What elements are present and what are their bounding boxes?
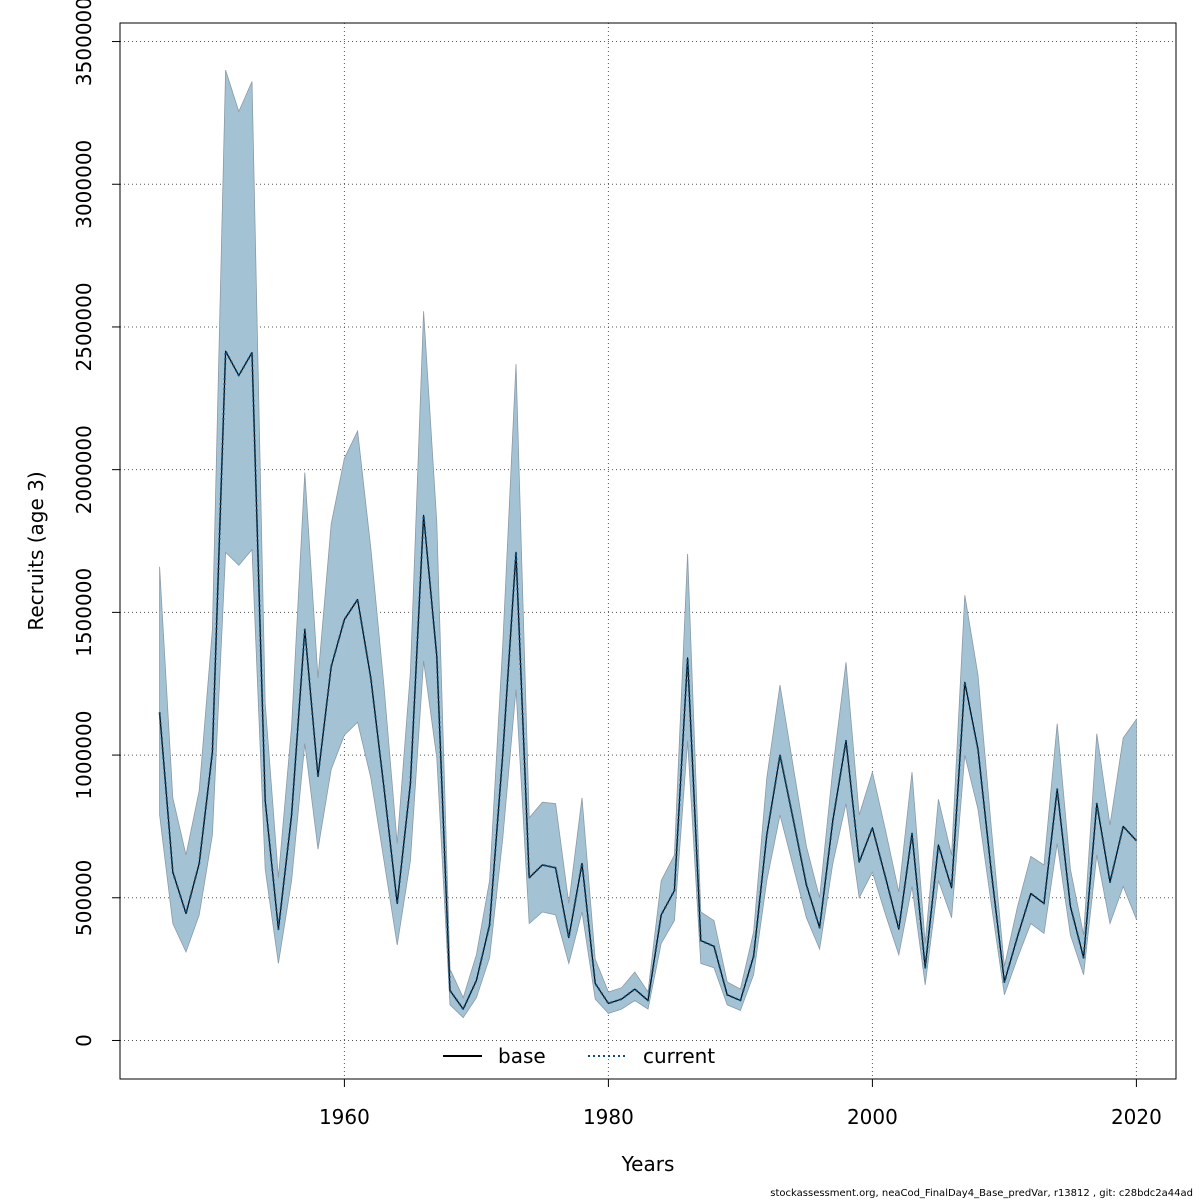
x-tick-label-0: 1960 <box>319 1105 370 1129</box>
grid <box>120 23 1176 1079</box>
x-tick-label-1: 1980 <box>583 1105 634 1129</box>
y-axis-title: Recruits (age 3) <box>24 471 48 630</box>
footer-note: stockassessment.org, neaCod_FinalDay4_Ba… <box>770 1188 1193 1199</box>
confidence-band-layer <box>159 69 1137 1019</box>
x-axis: 1960 1980 2000 2020 <box>319 1079 1162 1129</box>
legend-current-label: current <box>643 1044 715 1068</box>
y-tick-label-4: 2000000 <box>72 425 96 514</box>
x-axis-title: Years <box>621 1152 675 1176</box>
x-tick-label-2: 2000 <box>847 1105 898 1129</box>
confidence-band <box>159 69 1137 1019</box>
y-tick-label-5: 2500000 <box>72 282 96 371</box>
y-tick-label-2: 1000000 <box>72 711 96 800</box>
series-lines-layer <box>158 350 1138 1011</box>
y-tick-label-3: 1500000 <box>72 568 96 657</box>
plot-frame <box>119 22 1177 1080</box>
y-tick-label-6: 3000000 <box>72 140 96 229</box>
series-line-current <box>158 350 1138 1011</box>
legend-base-label: base <box>498 1044 546 1068</box>
legend: base current <box>443 1044 715 1068</box>
y-tick-label-1: 500000 <box>72 860 96 936</box>
y-tick-label-7: 3500000 <box>72 0 96 86</box>
x-tick-label-3: 2020 <box>1111 1105 1162 1129</box>
y-axis: 0 500000 1000000 1500000 2000000 2500000 30000… <box>72 0 120 1047</box>
y-tick-label-0: 0 <box>72 1034 96 1047</box>
